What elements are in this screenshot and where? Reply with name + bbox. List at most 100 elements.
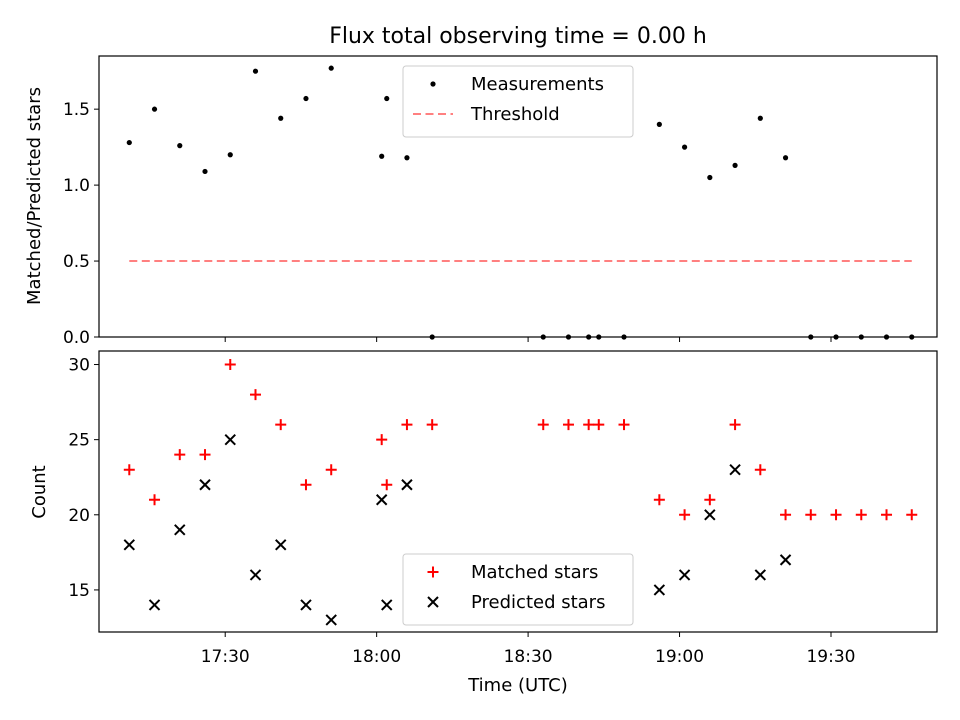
top-chart-measurements-point — [808, 334, 814, 340]
bottom-chart-predicted-stars-point — [678, 569, 691, 581]
top-chart-legend-measurements-label: Measurements — [471, 74, 604, 95]
bottom-chart-predicted-stars-point — [224, 433, 236, 446]
bottom-chart-predicted-stars-point — [381, 599, 393, 611]
bottom-chart-matched-stars-point — [174, 449, 186, 461]
top-chart-measurements-point — [833, 334, 839, 340]
top-chart-ytick-label: 1.0 — [63, 176, 90, 196]
top-chart-measurements-point — [384, 95, 390, 102]
top-chart-frame — [98, 55, 938, 338]
bottom-chart-matched-stars-point — [704, 494, 716, 506]
bottom-chart-frame — [98, 350, 938, 633]
bottom-chart-legend — [402, 553, 634, 626]
top-chart-measurements-point — [909, 334, 915, 340]
top-chart-measurements-point — [126, 139, 132, 146]
bottom-chart-matched-stars-point — [653, 494, 665, 506]
bottom-chart-matched-stars-point — [199, 449, 211, 461]
bottom-chart-matched-stars-point — [906, 509, 918, 521]
top-chart-measurements-point — [429, 334, 435, 340]
bottom-chart-matched-stars-point — [123, 464, 135, 476]
bottom-chart-matched-stars-point — [780, 509, 792, 521]
top-chart-title: Flux total observing time = 0.00 h — [329, 24, 707, 49]
bottom-chart-matched-stars-point — [593, 419, 605, 431]
bottom-chart-matched-stars-point — [249, 389, 261, 401]
top-chart-measurements-point — [586, 334, 592, 340]
top-chart-measurements-point — [404, 155, 410, 161]
top-chart-measurements-point — [883, 334, 890, 340]
bottom-chart-matched-stars-point — [381, 479, 393, 491]
bottom-chart-xtick-label: 19:00 — [655, 647, 704, 667]
bottom-chart-xtick-label: 18:00 — [352, 647, 401, 667]
bottom-chart-matched-stars-point — [729, 419, 741, 431]
top-chart-measurements-point — [177, 143, 183, 149]
bottom-chart-predicted-stars-point — [401, 479, 413, 491]
top-chart-measurements-point — [782, 155, 789, 161]
bottom-chart-predicted-stars-point — [653, 584, 666, 596]
top-chart-measurements-point — [252, 68, 259, 74]
bottom-chart-matched-stars-point — [562, 419, 574, 431]
top-chart-measurements-point — [379, 153, 385, 159]
bottom-chart-matched-stars-point — [376, 434, 388, 446]
top-chart-measurements-point — [681, 144, 688, 150]
bottom-chart-matched-stars-point — [679, 509, 691, 521]
bottom-chart-ylabel: Count — [29, 465, 50, 518]
top-chart-measurements-point — [151, 106, 158, 112]
top-chart-measurements-point — [621, 334, 627, 340]
bottom-chart-predicted-stars-point — [123, 539, 135, 551]
top-chart-ytick-label: 0.0 — [63, 328, 90, 348]
bottom-chart-predicted-stars-point — [249, 569, 262, 581]
bottom-chart-xlabel: Time (UTC) — [467, 675, 568, 696]
bottom-chart-legend-predicted-stars-label: Predicted stars — [471, 592, 605, 613]
top-chart-measurements-point — [202, 168, 208, 175]
bottom-chart-predicted-stars-point — [300, 599, 312, 611]
bottom-chart-legend-predicted-stars-handle — [427, 596, 439, 608]
bottom-chart-matched-stars-point — [805, 509, 817, 521]
bottom-chart-predicted-stars-point — [729, 464, 741, 476]
bottom-chart-matched-stars-point — [426, 419, 438, 431]
bottom-chart-predicted-stars-point — [325, 614, 337, 626]
bottom-chart-predicted-stars-point — [704, 509, 716, 521]
bottom-chart-matched-stars-point — [537, 419, 549, 431]
top-chart-measurements-point — [707, 174, 713, 181]
bottom-chart-matched-stars-point — [300, 479, 312, 491]
top-chart-measurements-point — [540, 334, 546, 340]
bottom-chart-ytick-label: 30 — [68, 356, 90, 376]
bottom-chart-matched-stars-point — [275, 419, 287, 431]
top-chart-measurements-point — [303, 95, 309, 102]
bottom-chart-matched-stars-point — [881, 509, 893, 521]
bottom-chart-predicted-stars-point — [375, 494, 388, 506]
bottom-chart-ytick-label: 20 — [68, 506, 90, 526]
bottom-chart-predicted-stars-point — [275, 539, 287, 551]
bottom-chart-matched-stars-point — [149, 494, 161, 506]
top-chart-measurements-point — [278, 115, 284, 121]
bottom-chart-ytick-label: 25 — [68, 431, 90, 451]
bottom-chart-matched-stars-point — [583, 419, 595, 431]
bottom-chart-matched-stars-point — [401, 419, 413, 431]
top-chart-legend-measurements-handle — [430, 81, 436, 87]
bottom-chart-predicted-stars-point — [174, 524, 186, 536]
bottom-chart-predicted-stars-point — [779, 554, 792, 566]
top-chart-legend-threshold-label: Threshold — [470, 104, 560, 125]
top-chart-legend — [402, 65, 634, 138]
top-chart-measurements-point — [732, 162, 738, 168]
bottom-chart-legend-matched-stars-label: Matched stars — [471, 562, 598, 583]
top-chart-measurements-point — [328, 65, 334, 71]
bottom-chart-matched-stars-point — [855, 509, 867, 521]
bottom-chart-xtick-label: 18:30 — [504, 647, 553, 667]
bottom-chart-xtick-label: 17:30 — [201, 647, 250, 667]
top-chart-measurements-point — [565, 334, 572, 340]
bottom-chart-predicted-stars-point — [148, 599, 161, 611]
top-chart-measurements-point — [858, 334, 864, 340]
plot-layer: 0.0 0.5 1.0 1.5 Measurements Threshold 15 20 25 3… — [63, 55, 938, 667]
top-chart-measurements-point — [227, 152, 233, 158]
top-chart-ylabel: Matched/Predicted stars — [24, 87, 45, 305]
top-chart-measurements-point — [656, 121, 662, 127]
bottom-chart-legend-matched-stars-handle — [427, 566, 439, 578]
top-chart-measurements-point — [596, 334, 602, 340]
bottom-chart-matched-stars-point — [618, 419, 630, 431]
bottom-chart-matched-stars-point — [224, 359, 236, 371]
top-chart-ytick-label: 1.5 — [63, 100, 90, 120]
top-chart-ytick-label: 0.5 — [63, 252, 90, 272]
bottom-chart-matched-stars-point — [325, 464, 337, 476]
bottom-chart-predicted-stars-point — [754, 569, 767, 581]
